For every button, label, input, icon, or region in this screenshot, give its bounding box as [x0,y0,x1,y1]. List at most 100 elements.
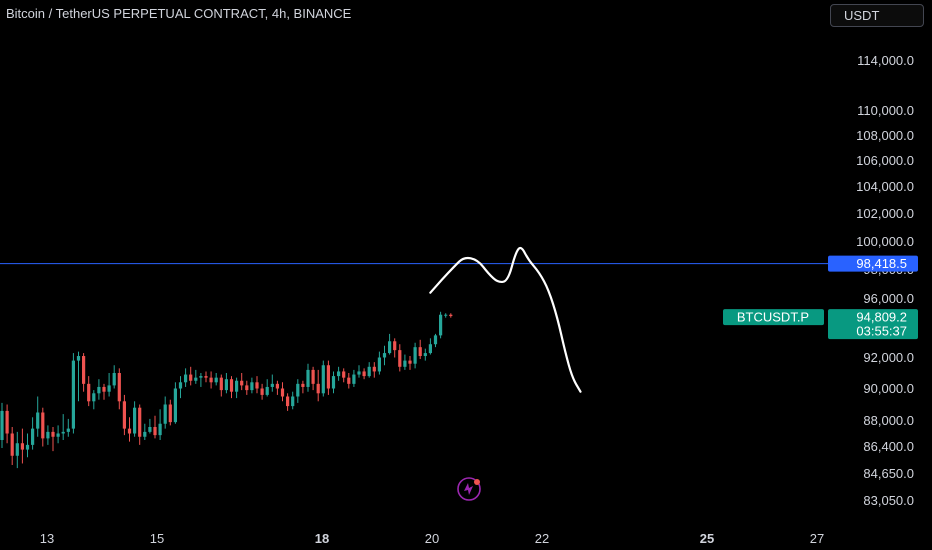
candle-body [388,341,392,354]
candle-body [337,371,341,377]
candle-body [270,383,274,387]
price-tick-label: 110,000.0 [857,103,914,118]
candle-body [265,386,269,395]
candle [189,366,193,386]
candle [0,402,4,449]
candle [71,353,75,434]
candle-body [245,385,249,391]
candle-body [286,396,290,407]
candle-body [219,377,223,391]
candle [265,379,269,397]
candle-body [25,444,30,450]
candle-body [184,374,188,383]
candle-body [10,433,14,456]
candles-layer [0,311,453,469]
candle-body [377,357,381,372]
candle [444,313,448,318]
candle-body [20,443,24,450]
candle [439,311,443,339]
candle [377,351,381,375]
candle [36,396,40,437]
candle-body [260,388,264,395]
candle-body [102,386,106,392]
candle-body [418,347,422,357]
candle-body [326,365,330,389]
lightning-logo-icon[interactable] [457,477,481,501]
candle [82,353,86,392]
candle [270,374,274,392]
candle-body [229,379,234,392]
price-tick-label: 90,000.0 [863,381,914,396]
candle-body [163,404,167,424]
candle [306,363,310,392]
candle [403,354,407,370]
candle-body [199,376,203,378]
candle [76,351,81,402]
candle-body [433,335,438,345]
candle [413,342,417,369]
symbol-tag-text: BTCUSDT.P [737,310,809,325]
candle-body [36,412,40,429]
candle [286,393,290,411]
horizontal-line-label-text: 98,418.5 [856,256,907,271]
candle-body [357,371,361,375]
price-tick-label: 104,000.0 [856,179,914,194]
horizontal-line-label-bg [828,255,918,272]
candle-body [449,314,453,317]
candle [133,401,137,437]
time-axis[interactable]: 13 15 18 20 22 25 27 [40,531,824,546]
candle-body [291,396,295,407]
axis-labels-layer: 98,418.5 BTCUSDT.P 94,809.203:55:37 [723,255,918,340]
candle [46,425,50,445]
candle [352,369,356,387]
candle-body [209,377,213,383]
candle [112,365,116,389]
candle [296,379,300,403]
candle [393,338,397,358]
candle [148,418,152,434]
candle-body [117,373,121,402]
candle-body [235,380,239,392]
candle-body [367,366,371,377]
candle-body [5,410,9,434]
candle-body [408,360,412,364]
time-tick-label: 25 [700,531,714,546]
candle [153,415,157,439]
price-tick-label: 96,000.0 [863,291,914,306]
candle-body [143,431,147,437]
candle-body [0,410,4,440]
candle-body [301,383,305,387]
price-tick-label: 114,000.0 [857,53,914,68]
candle [433,333,438,348]
candle-body [46,431,50,439]
candle-body [87,383,91,402]
candle-body [61,431,65,434]
freehand-drawing[interactable] [429,246,582,393]
candle-body [382,353,387,358]
candle-body [444,314,448,316]
candle-body [112,373,116,386]
candle [194,369,198,384]
candle-body [76,356,81,361]
candle [408,356,412,370]
candle [301,380,305,394]
currency-button[interactable]: USDT [830,4,924,27]
candle [342,368,346,383]
candle-body [275,383,279,389]
time-tick-label: 20 [425,531,439,546]
candle-body [66,428,70,432]
candle [316,369,320,402]
symbol-tag-bg [723,309,824,326]
candle [260,383,264,400]
candle-body [280,388,285,397]
chart-title: Bitcoin / TetherUS PERPETUAL CONTRACT, 4… [6,6,352,21]
price-tick-label: 86,400.0 [863,439,914,454]
candle [291,391,295,410]
candle-body [107,385,111,392]
candle [102,383,106,400]
candle-body [352,374,356,384]
candle [224,373,228,394]
price-tick-label: 84,650.0 [863,466,914,481]
